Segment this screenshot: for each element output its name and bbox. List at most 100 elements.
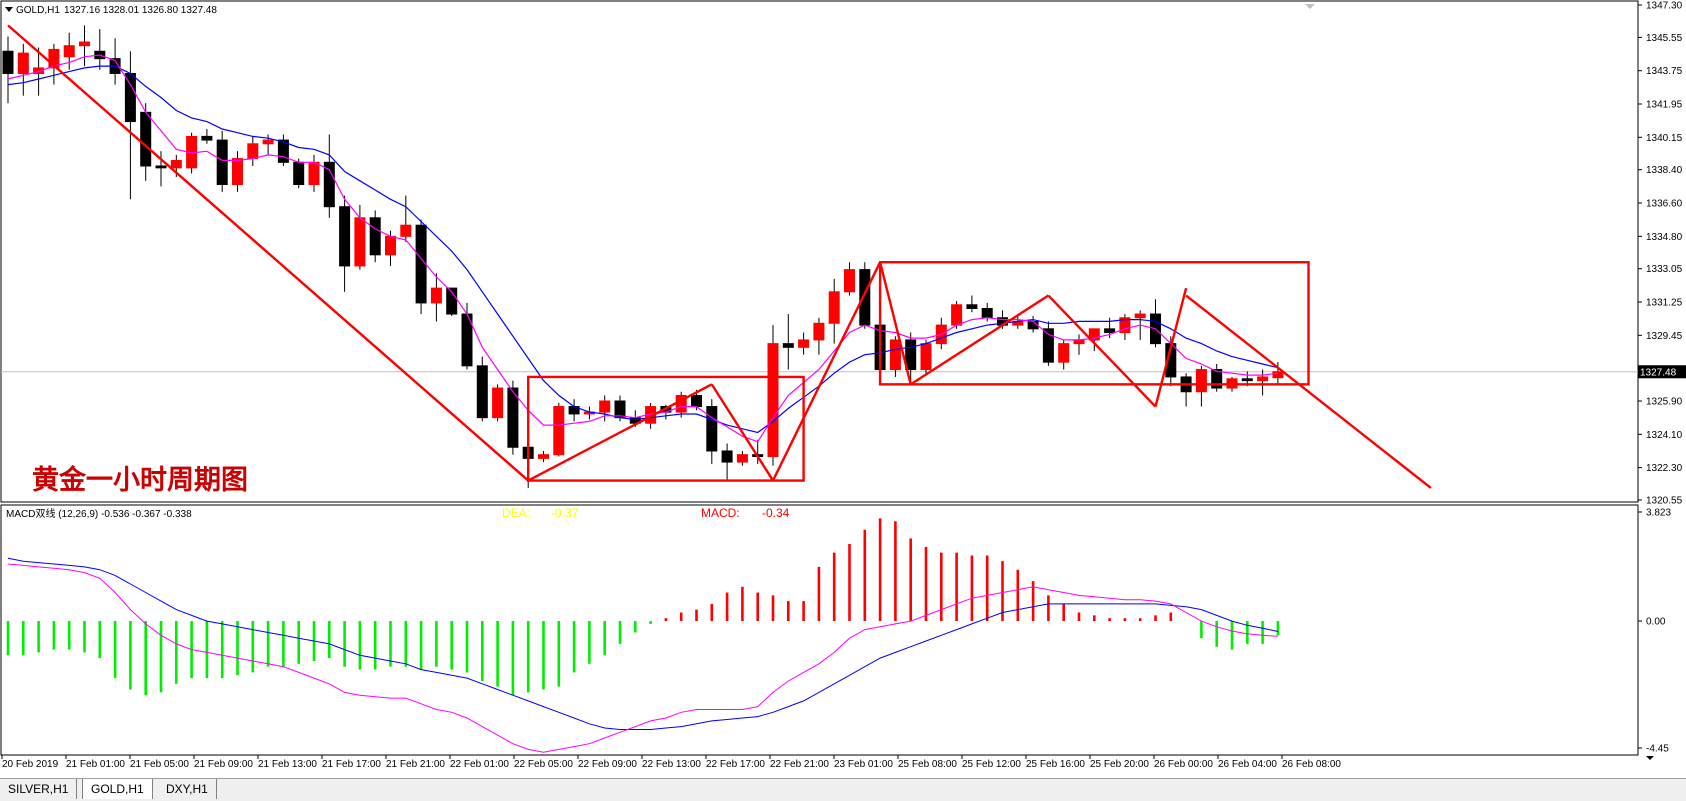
candle-bull [400,224,412,237]
candle-bear [706,406,718,452]
candle-bull [1058,343,1070,363]
candle-bull [1134,313,1146,319]
macd-value: -0.34 [762,506,790,520]
candle-bull [813,322,825,341]
trendline [1047,294,1157,408]
time-tick-label: 22 Feb 17:00 [706,759,765,770]
chart-background [0,0,1686,778]
symbol-menu-icon[interactable] [5,7,13,12]
candle-bear [293,161,305,185]
scroll-marker-icon[interactable] [1305,4,1315,9]
candle-bear [1042,328,1054,363]
candle-bear [446,287,458,315]
macd-histogram [6,518,1280,696]
candle-bull [920,343,932,371]
trendline [7,24,529,482]
price-tick-label: 1325.90 [1646,397,1683,408]
candle-bear [124,72,136,123]
time-axis: 20 Feb 2019 21 Feb 01:00 21 Feb 05:00 21 Fe… [1,755,1341,770]
candle-bull [828,291,840,324]
candle-bear [140,111,152,167]
time-tick-label: 22 Feb 05:00 [514,759,573,770]
trendline [1154,287,1188,407]
dea-label: DEA: [502,506,530,520]
symbol-info: GOLD,H1 1327.16 1328.01 1326.80 1327.48 [5,5,217,16]
candle-bull [844,269,855,293]
time-tick-label: 22 Feb 01:00 [450,759,509,770]
candle-bull [262,139,274,145]
ma-fast-line [7,54,1278,443]
candle-bear [277,139,289,163]
price-axis: 1347.30 1345.55 1343.75 1341.95 1340.15 1338.… [1638,1,1683,507]
axis-arrow-icon [1646,756,1654,760]
candle-bull [889,339,901,371]
macd-tick-label: 3.823 [1646,508,1671,519]
price-tick-label: 1347.30 [1646,1,1683,12]
candle-bull [170,159,182,169]
macd-tick-label: -4.45 [1646,744,1669,755]
time-tick-label: 25 Feb 16:00 [1026,759,1085,770]
time-tick-label: 22 Feb 21:00 [770,759,829,770]
candle-bear [1104,328,1116,334]
candle-bear [323,161,335,208]
candle-bear [691,394,702,408]
candle-bear [1241,378,1253,382]
candle-bear [981,307,993,319]
candle-bull [33,67,45,74]
time-tick-label: 23 Feb 01:00 [834,759,893,770]
tab-silver[interactable]: SILVER,H1 [0,779,78,799]
price-tick-label: 1336.60 [1646,199,1683,210]
candle-bear [782,343,794,348]
time-tick-label: 21 Feb 21:00 [386,759,445,770]
candle-bear [415,224,427,304]
macd-title: MACD双线 (12,26,9) -0.536 -0.367 -0.338 [6,507,192,520]
candle-bear [476,365,488,419]
tab-gold[interactable]: GOLD,H1 [82,779,153,799]
candle-bear [721,450,733,463]
candle-bull [17,52,29,74]
symbol-label: GOLD,H1 [16,5,60,16]
candle-bull [1257,376,1269,382]
current-price-tag: 1327.48 [1638,365,1686,379]
price-tick-label: 1343.75 [1646,66,1683,77]
candle-bull [354,217,366,267]
candle-bear [614,400,626,419]
ma-slow-line [7,65,1279,434]
price-tick-label: 1329.45 [1646,331,1683,342]
time-tick-label: 25 Feb 20:00 [1090,759,1149,770]
time-tick-label: 21 Feb 09:00 [194,759,253,770]
candle-bull [767,343,779,458]
range-rectangle [527,375,805,482]
trendline [771,261,882,482]
candle-bull [1272,371,1284,379]
macd-dif-line [7,563,1278,753]
time-tick-label: 21 Feb 13:00 [258,759,317,770]
price-tick-label: 1340.15 [1646,133,1683,144]
trendline [878,261,912,385]
candle-bull [492,387,504,419]
time-tick-label: 25 Feb 08:00 [898,759,957,770]
ohlc-label: 1327.16 1328.01 1326.80 1327.48 [64,5,217,16]
candle-bear [369,217,381,256]
time-tick-label: 21 Feb 01:00 [66,759,125,770]
candle-bull [1119,317,1131,334]
candle-bull [308,161,320,185]
tab-dxy[interactable]: DXY,H1 [158,779,217,799]
candle-bull [736,454,748,463]
trendline [710,383,775,482]
candle-bear [339,206,351,267]
macd-axis: 3.823 0.00 -4.45 [1638,508,1671,755]
candle-bull [1088,328,1100,341]
current-price-tag-text: 1327.48 [1640,367,1677,378]
current-price-tag-bg [1638,365,1686,379]
candle-bear [1211,369,1223,389]
chart-canvas[interactable]: 1347.30 1345.55 1343.75 1341.95 1340.15 1338.… [0,0,1686,778]
price-tick-label: 1331.25 [1646,298,1683,309]
price-tick-label: 1322.30 [1646,463,1683,474]
candle-bull [247,143,259,160]
price-tick-label: 1345.55 [1646,33,1683,44]
time-tick-label: 20 Feb 2019 [2,759,59,770]
macd-tick-label: 0.00 [1646,617,1666,628]
candle-bear [155,165,167,169]
price-panel-frame [0,0,1639,503]
